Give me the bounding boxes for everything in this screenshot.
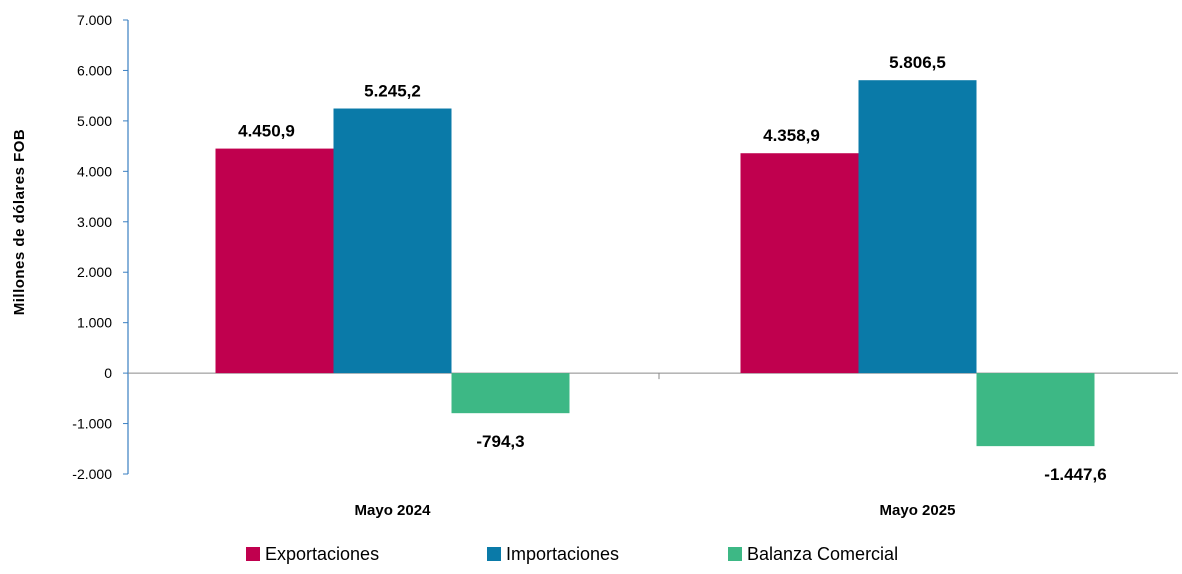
legend-swatch bbox=[246, 547, 260, 561]
y-axis-title: Millones de dólares FOB bbox=[11, 129, 28, 316]
legend-item: Exportaciones bbox=[246, 544, 379, 564]
legend-label: Exportaciones bbox=[265, 544, 379, 564]
bar-exportaciones bbox=[740, 153, 859, 374]
bar-importaciones bbox=[858, 80, 977, 374]
data-label: 4.450,9 bbox=[238, 122, 295, 141]
bar-exportaciones bbox=[215, 148, 334, 374]
data-labels: Mayo 2024 4.450,9 5.245,2 -794,3 Mayo 2025 4.… bbox=[238, 53, 1107, 519]
bar-balanza-comercial bbox=[976, 373, 1095, 447]
bar-importaciones bbox=[333, 108, 452, 374]
legend-swatch bbox=[728, 547, 742, 561]
bar-balanza-comercial bbox=[451, 373, 570, 414]
y-tick-label: 3.000 bbox=[77, 214, 112, 230]
y-tick-label: 4.000 bbox=[77, 163, 112, 179]
y-tick-label: 0 bbox=[104, 365, 112, 381]
data-label: 4.358,9 bbox=[763, 126, 820, 145]
legend-label: Balanza Comercial bbox=[747, 544, 898, 564]
y-tick-label: 1.000 bbox=[77, 315, 112, 331]
legend-label: Importaciones bbox=[506, 544, 619, 564]
legend-swatch bbox=[487, 547, 501, 561]
data-label: -794,3 bbox=[476, 432, 524, 451]
y-tick-label: 2.000 bbox=[77, 264, 112, 280]
y-tick-label: -1.000 bbox=[72, 416, 112, 432]
y-tick-label: 5.000 bbox=[77, 113, 112, 129]
y-tick-label: 6.000 bbox=[77, 62, 112, 78]
category-label: Mayo 2024 bbox=[355, 502, 432, 519]
data-label: 5.245,2 bbox=[364, 82, 421, 101]
legend-item: Importaciones bbox=[487, 544, 619, 564]
data-label: 5.806,5 bbox=[889, 53, 946, 72]
y-tick-label: 7.000 bbox=[77, 12, 112, 28]
category-label: Mayo 2025 bbox=[880, 502, 956, 519]
legend-item: Balanza Comercial bbox=[728, 544, 898, 564]
bars bbox=[215, 80, 1095, 447]
legend: Exportaciones Importaciones Balanza Comerc… bbox=[246, 544, 898, 564]
y-tick-label: -2.000 bbox=[72, 466, 112, 482]
data-label: -1.447,6 bbox=[1044, 465, 1106, 484]
